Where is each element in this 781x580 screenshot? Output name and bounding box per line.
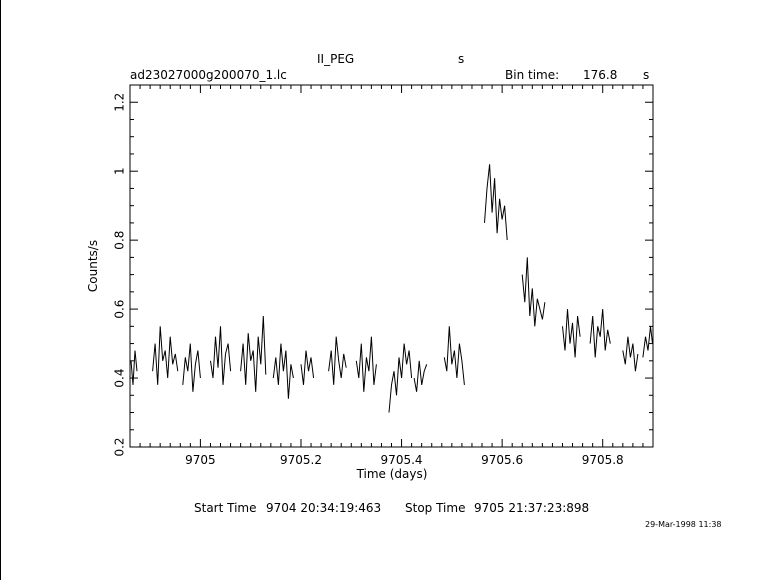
data-series [130, 164, 653, 413]
series-line [642, 326, 653, 358]
series-line [152, 326, 179, 385]
y-tick-label: 0.4 [113, 369, 127, 388]
series-line [521, 257, 546, 327]
y-tick-label: 1 [113, 167, 127, 175]
date-stamp: 29-Mar-1998 11:38 [645, 520, 722, 529]
x-tick-label: 9705 [185, 453, 216, 467]
series-line [240, 315, 267, 392]
bin-time-label: Bin time: [505, 68, 560, 82]
series-line [182, 343, 201, 392]
series-line [272, 343, 294, 399]
series-line [443, 326, 465, 385]
y-tick-label: 1.2 [113, 93, 127, 112]
y-tick-label: 0.8 [113, 231, 127, 250]
series-line [355, 336, 377, 392]
series-line [210, 326, 232, 385]
y-tick-label: 0.6 [113, 300, 127, 319]
x-tick-label: 9705.2 [280, 453, 322, 467]
series-line [484, 164, 508, 241]
series-line [589, 309, 611, 358]
series-line [413, 360, 428, 392]
bin-time-unit: s [643, 68, 650, 82]
y-axis-label: Counts/s [86, 240, 100, 292]
series-line [130, 350, 138, 385]
start-time-value: 9704 20:34:19:463 [266, 501, 382, 515]
y-tick-label: 0.2 [113, 437, 127, 456]
series-line [300, 350, 315, 385]
series-line [562, 309, 581, 358]
x-tick-label: 9705.6 [481, 453, 523, 467]
stop-time-label: Stop Time [405, 501, 466, 515]
title-units: s [458, 52, 465, 66]
x-tick-label: 9705.4 [381, 453, 423, 467]
series-line [622, 336, 639, 372]
file-name: ad23027000g200070_1.lc [130, 68, 287, 82]
window-border [0, 0, 1, 580]
bin-time-value: 176.8 [583, 68, 618, 82]
x-tick-label: 9705.8 [582, 453, 624, 467]
start-time-label: Start Time [194, 501, 257, 515]
plot-frame [129, 84, 654, 448]
object-title: II_PEG [317, 52, 355, 66]
stop-time-value: 9705 21:37:23:898 [474, 501, 590, 515]
axis-ticks: 9705 9705.2 9705.4 9705.6 9705.8 0.2 0.4 0.6 0.8… [113, 84, 654, 467]
series-line [328, 336, 347, 385]
x-axis-label: Time (days) [356, 467, 428, 481]
series-line [388, 343, 413, 413]
